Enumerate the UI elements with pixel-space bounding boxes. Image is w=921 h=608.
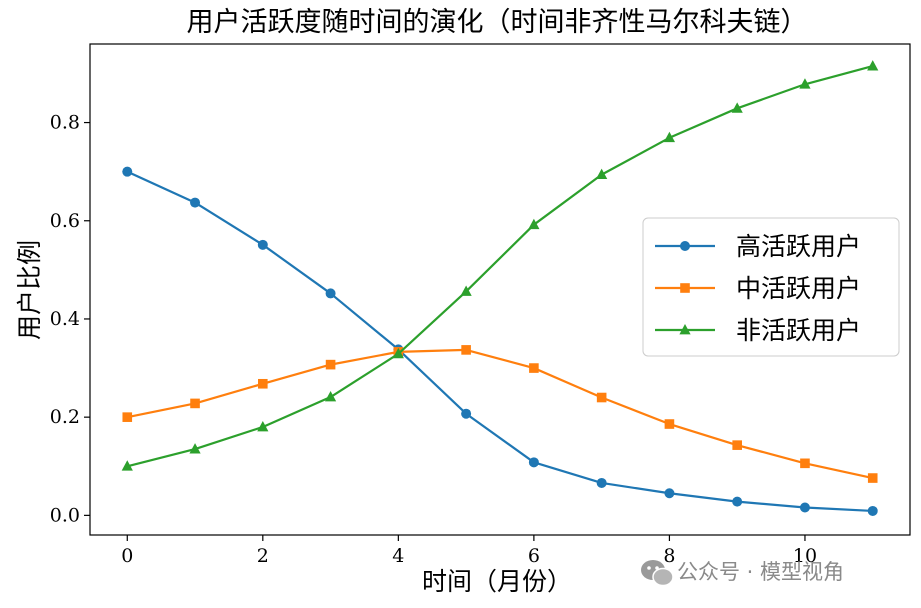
legend-marker (680, 241, 690, 251)
legend-box (642, 217, 900, 357)
data-point (596, 168, 608, 180)
y-tick-label: 0.4 (50, 308, 80, 330)
data-point (189, 443, 201, 454)
data-point (596, 392, 607, 403)
legend-entry: 高活跃用户 (655, 232, 861, 261)
series-line (126, 65, 874, 468)
series-triangle (121, 60, 879, 471)
x-tick-label: 4 (392, 545, 404, 567)
legend-entry: 非活跃用户 (655, 316, 861, 345)
legend-marker (680, 283, 690, 293)
data-point (528, 218, 540, 230)
data-point (257, 420, 269, 432)
data-point (122, 166, 133, 177)
data-point (529, 363, 539, 373)
x-axis-label: 时间（月份） (422, 567, 572, 596)
data-point (663, 131, 676, 143)
chart-title: 用户活跃度随时间的演化（时间非齐性马尔科夫链） (187, 7, 808, 38)
data-point (596, 477, 607, 488)
y-axis-label: 用户比例 (15, 240, 44, 340)
data-point (460, 285, 472, 296)
data-point (731, 102, 743, 113)
data-point (461, 345, 471, 355)
data-point (867, 60, 879, 71)
y-tick-label: 0.0 (50, 504, 80, 526)
y-tick-label: 0.2 (50, 406, 80, 428)
series-layer (121, 60, 879, 516)
data-point (800, 458, 810, 469)
y-tick-label: 0.6 (50, 210, 80, 232)
x-tick-label: 8 (663, 545, 675, 567)
x-tick-label: 2 (257, 545, 269, 567)
data-point (732, 496, 743, 507)
data-point (732, 440, 742, 450)
x-tick-label: 0 (121, 545, 133, 567)
data-point (867, 473, 878, 483)
data-point (799, 502, 810, 513)
data-point (528, 457, 539, 468)
plot-area (89, 43, 911, 536)
data-point (325, 288, 336, 299)
data-point (190, 398, 200, 409)
series-line (126, 170, 873, 513)
y-axis: 0.0 0.2 0.4 0.6 0.8 (50, 112, 90, 526)
data-point (325, 359, 336, 370)
legend-label: 中活跃用户 (736, 274, 861, 303)
series-line (127, 348, 873, 480)
x-tick-label: 6 (528, 545, 540, 567)
x-tick-label: 10 (793, 545, 817, 567)
series-square (122, 345, 878, 483)
legend-entry: 中活跃用户 (655, 274, 861, 303)
data-point (258, 378, 268, 389)
legend-marker (679, 324, 691, 335)
wechat-icon (641, 560, 674, 587)
legend-label: 高活跃用户 (736, 232, 861, 261)
x-axis: 0 2 4 6 8 10 (121, 535, 817, 567)
data-point (664, 488, 675, 499)
watermark-text: 公众号 · 模型视角 (677, 560, 844, 584)
data-point (392, 347, 404, 359)
data-point (190, 197, 201, 208)
data-point (324, 391, 337, 402)
data-point (799, 78, 811, 89)
data-point (122, 412, 133, 422)
y-tick-label: 0.8 (50, 112, 80, 134)
data-point (121, 460, 133, 471)
watermark: 公众号 · 模型视角 (641, 560, 844, 587)
data-point (461, 408, 472, 419)
data-point (257, 239, 268, 250)
data-point (867, 505, 878, 516)
series-circle (122, 166, 878, 516)
data-point (664, 419, 675, 429)
legend-label: 非活跃用户 (736, 316, 861, 345)
